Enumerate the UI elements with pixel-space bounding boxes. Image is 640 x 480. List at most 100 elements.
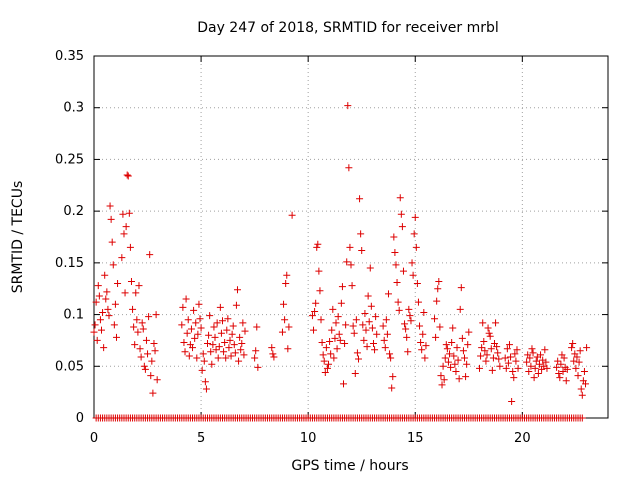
data-point (410, 230, 418, 238)
data-point (288, 211, 296, 219)
data-point (459, 347, 467, 355)
data-point (107, 215, 115, 223)
data-point (330, 354, 338, 362)
data-point (412, 243, 420, 251)
data-point (477, 352, 485, 360)
data-point (464, 341, 472, 349)
data-point (396, 194, 404, 202)
data-point (233, 286, 241, 294)
data-point (268, 344, 276, 352)
data-point (112, 333, 120, 341)
data-point (343, 258, 351, 266)
data-point (441, 354, 449, 362)
data-point (349, 322, 357, 330)
data-point (525, 367, 533, 375)
data-point (201, 378, 209, 386)
data-point (420, 309, 428, 317)
data-point (432, 333, 440, 341)
data-point (135, 282, 143, 290)
data-point (353, 349, 361, 357)
data-point (387, 354, 395, 362)
data-point (388, 384, 396, 392)
data-point (147, 372, 155, 380)
data-point (496, 362, 504, 370)
data-point (190, 306, 198, 314)
data-point (338, 283, 346, 291)
data-point (183, 329, 191, 337)
data-point (572, 364, 580, 372)
y-tick-label: 0 (76, 411, 84, 426)
data-point (479, 319, 487, 327)
data-point (365, 318, 373, 326)
data-point (449, 324, 457, 332)
data-point (125, 209, 133, 217)
data-point (438, 381, 446, 389)
grid-layer (94, 56, 608, 418)
data-point (133, 316, 141, 324)
data-point (390, 233, 398, 241)
data-point (354, 355, 362, 363)
data-point (372, 313, 380, 321)
y-tick-label: 0.3 (63, 101, 84, 116)
data-point (320, 357, 328, 365)
data-point (504, 359, 512, 367)
data-point (105, 312, 113, 320)
data-point (531, 364, 539, 372)
data-point (431, 315, 439, 323)
data-point (373, 330, 381, 338)
data-point (560, 354, 568, 362)
data-point (534, 370, 542, 378)
data-point (366, 264, 374, 272)
data-point (346, 243, 354, 251)
data-point (582, 380, 590, 388)
data-point (357, 230, 365, 238)
data-point (332, 319, 340, 327)
data-point (371, 346, 379, 354)
data-point (235, 357, 243, 365)
data-point (563, 365, 571, 373)
tick-layer: 0 0.05 0.1 0.15 0.2 0.25 0.3 0.35 0 5 10 15 20 (55, 49, 608, 446)
data-point (254, 363, 262, 371)
data-point (386, 350, 394, 358)
data-point (232, 301, 240, 309)
data-point-zero (578, 414, 586, 422)
data-point (541, 346, 549, 354)
data-point (486, 332, 494, 340)
data-point (555, 370, 563, 378)
data-point (417, 338, 425, 346)
data-point (493, 343, 501, 351)
data-point (225, 344, 233, 352)
data-point (178, 321, 186, 329)
data-point (482, 357, 490, 365)
data-point (450, 352, 458, 360)
data-point (568, 344, 576, 352)
data-point (440, 376, 448, 384)
data-point (219, 317, 226, 325)
data-point (580, 367, 588, 375)
data-point (513, 346, 521, 354)
data-point (379, 322, 387, 330)
data-point (512, 357, 520, 365)
data-point (554, 357, 562, 365)
data-point (543, 364, 551, 372)
data-point (124, 172, 132, 180)
x-axis-title: GPS time / hours (291, 458, 408, 474)
data-point (573, 353, 581, 361)
data-point (108, 238, 116, 246)
data-point (453, 344, 461, 352)
data-point (448, 338, 456, 346)
data-point (149, 389, 157, 397)
data-point (502, 364, 510, 372)
data-point (129, 305, 137, 313)
data-point (95, 292, 103, 300)
data-point (578, 391, 586, 399)
data-point (455, 375, 463, 383)
data-point (559, 367, 567, 375)
data-point (123, 171, 131, 179)
data-point (535, 360, 543, 368)
data-point (350, 329, 358, 337)
data-point (284, 345, 292, 353)
data-point (180, 338, 188, 346)
data-point (237, 346, 245, 354)
